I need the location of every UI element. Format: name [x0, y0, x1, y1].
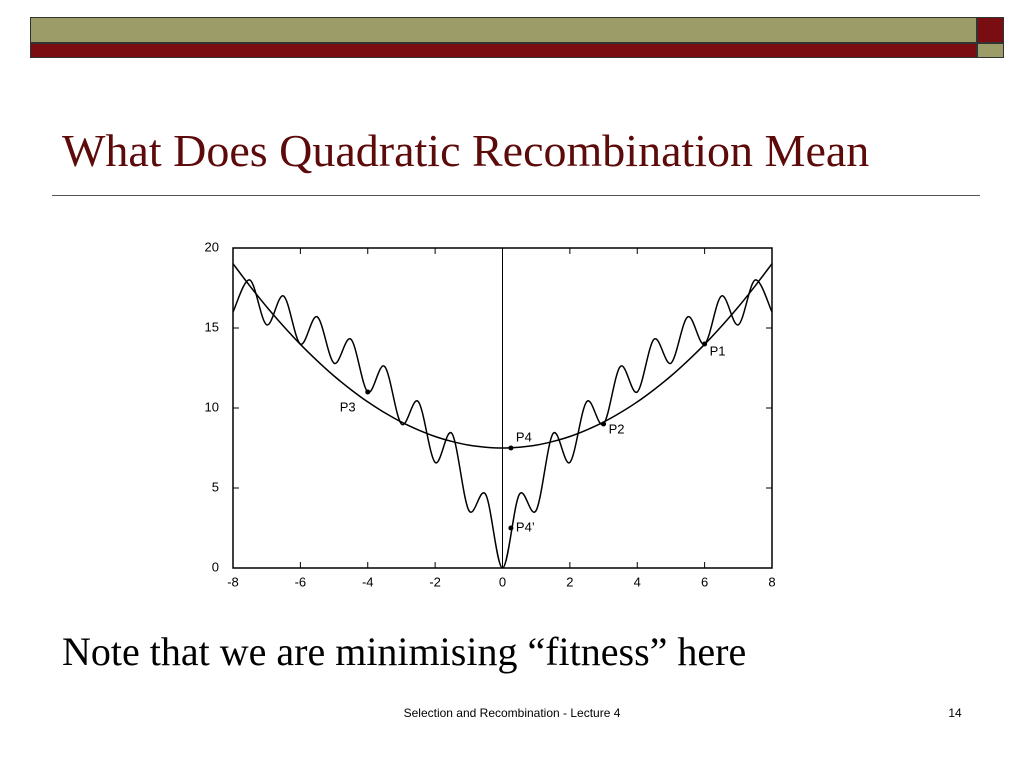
- x-tick-label: 8: [768, 574, 775, 589]
- title-rule: [52, 195, 980, 196]
- point: [508, 525, 514, 531]
- point: [702, 341, 708, 347]
- curve: [233, 263, 772, 449]
- x-tick-label: 6: [701, 574, 708, 589]
- y-tick-label: 10: [205, 399, 219, 414]
- header-square: [977, 43, 1004, 58]
- point-label: P1: [710, 343, 726, 358]
- x-tick-label: -2: [429, 574, 441, 589]
- x-tick-label: -8: [227, 574, 239, 589]
- point: [508, 445, 514, 451]
- x-tick-label: -6: [295, 574, 307, 589]
- y-tick-label: 0: [212, 559, 219, 574]
- x-tick-label: 4: [634, 574, 641, 589]
- point-label: P2: [609, 421, 625, 436]
- point: [601, 421, 607, 427]
- header-bar: [30, 43, 977, 58]
- note: Note that we are minimising “fitness” he…: [62, 629, 747, 674]
- x-tick-label: 2: [566, 574, 573, 589]
- header-bar: [30, 17, 977, 43]
- curve: [233, 279, 772, 568]
- point: [365, 389, 371, 395]
- page-number: 14: [948, 706, 962, 720]
- y-tick-label: 5: [212, 479, 219, 494]
- x-tick-label: -4: [362, 574, 374, 589]
- x-tick-label: 0: [499, 574, 506, 589]
- header-square: [977, 17, 1004, 43]
- y-tick-label: 20: [205, 239, 219, 254]
- y-tick-label: 15: [205, 319, 219, 334]
- slide-title: What Does Quadratic Recombination Mean: [62, 125, 870, 176]
- point-label: P3: [340, 399, 356, 414]
- point-label: P4: [516, 429, 532, 444]
- footer: Selection and Recombination - Lecture 4: [403, 706, 621, 720]
- point-label: P4’: [516, 519, 535, 534]
